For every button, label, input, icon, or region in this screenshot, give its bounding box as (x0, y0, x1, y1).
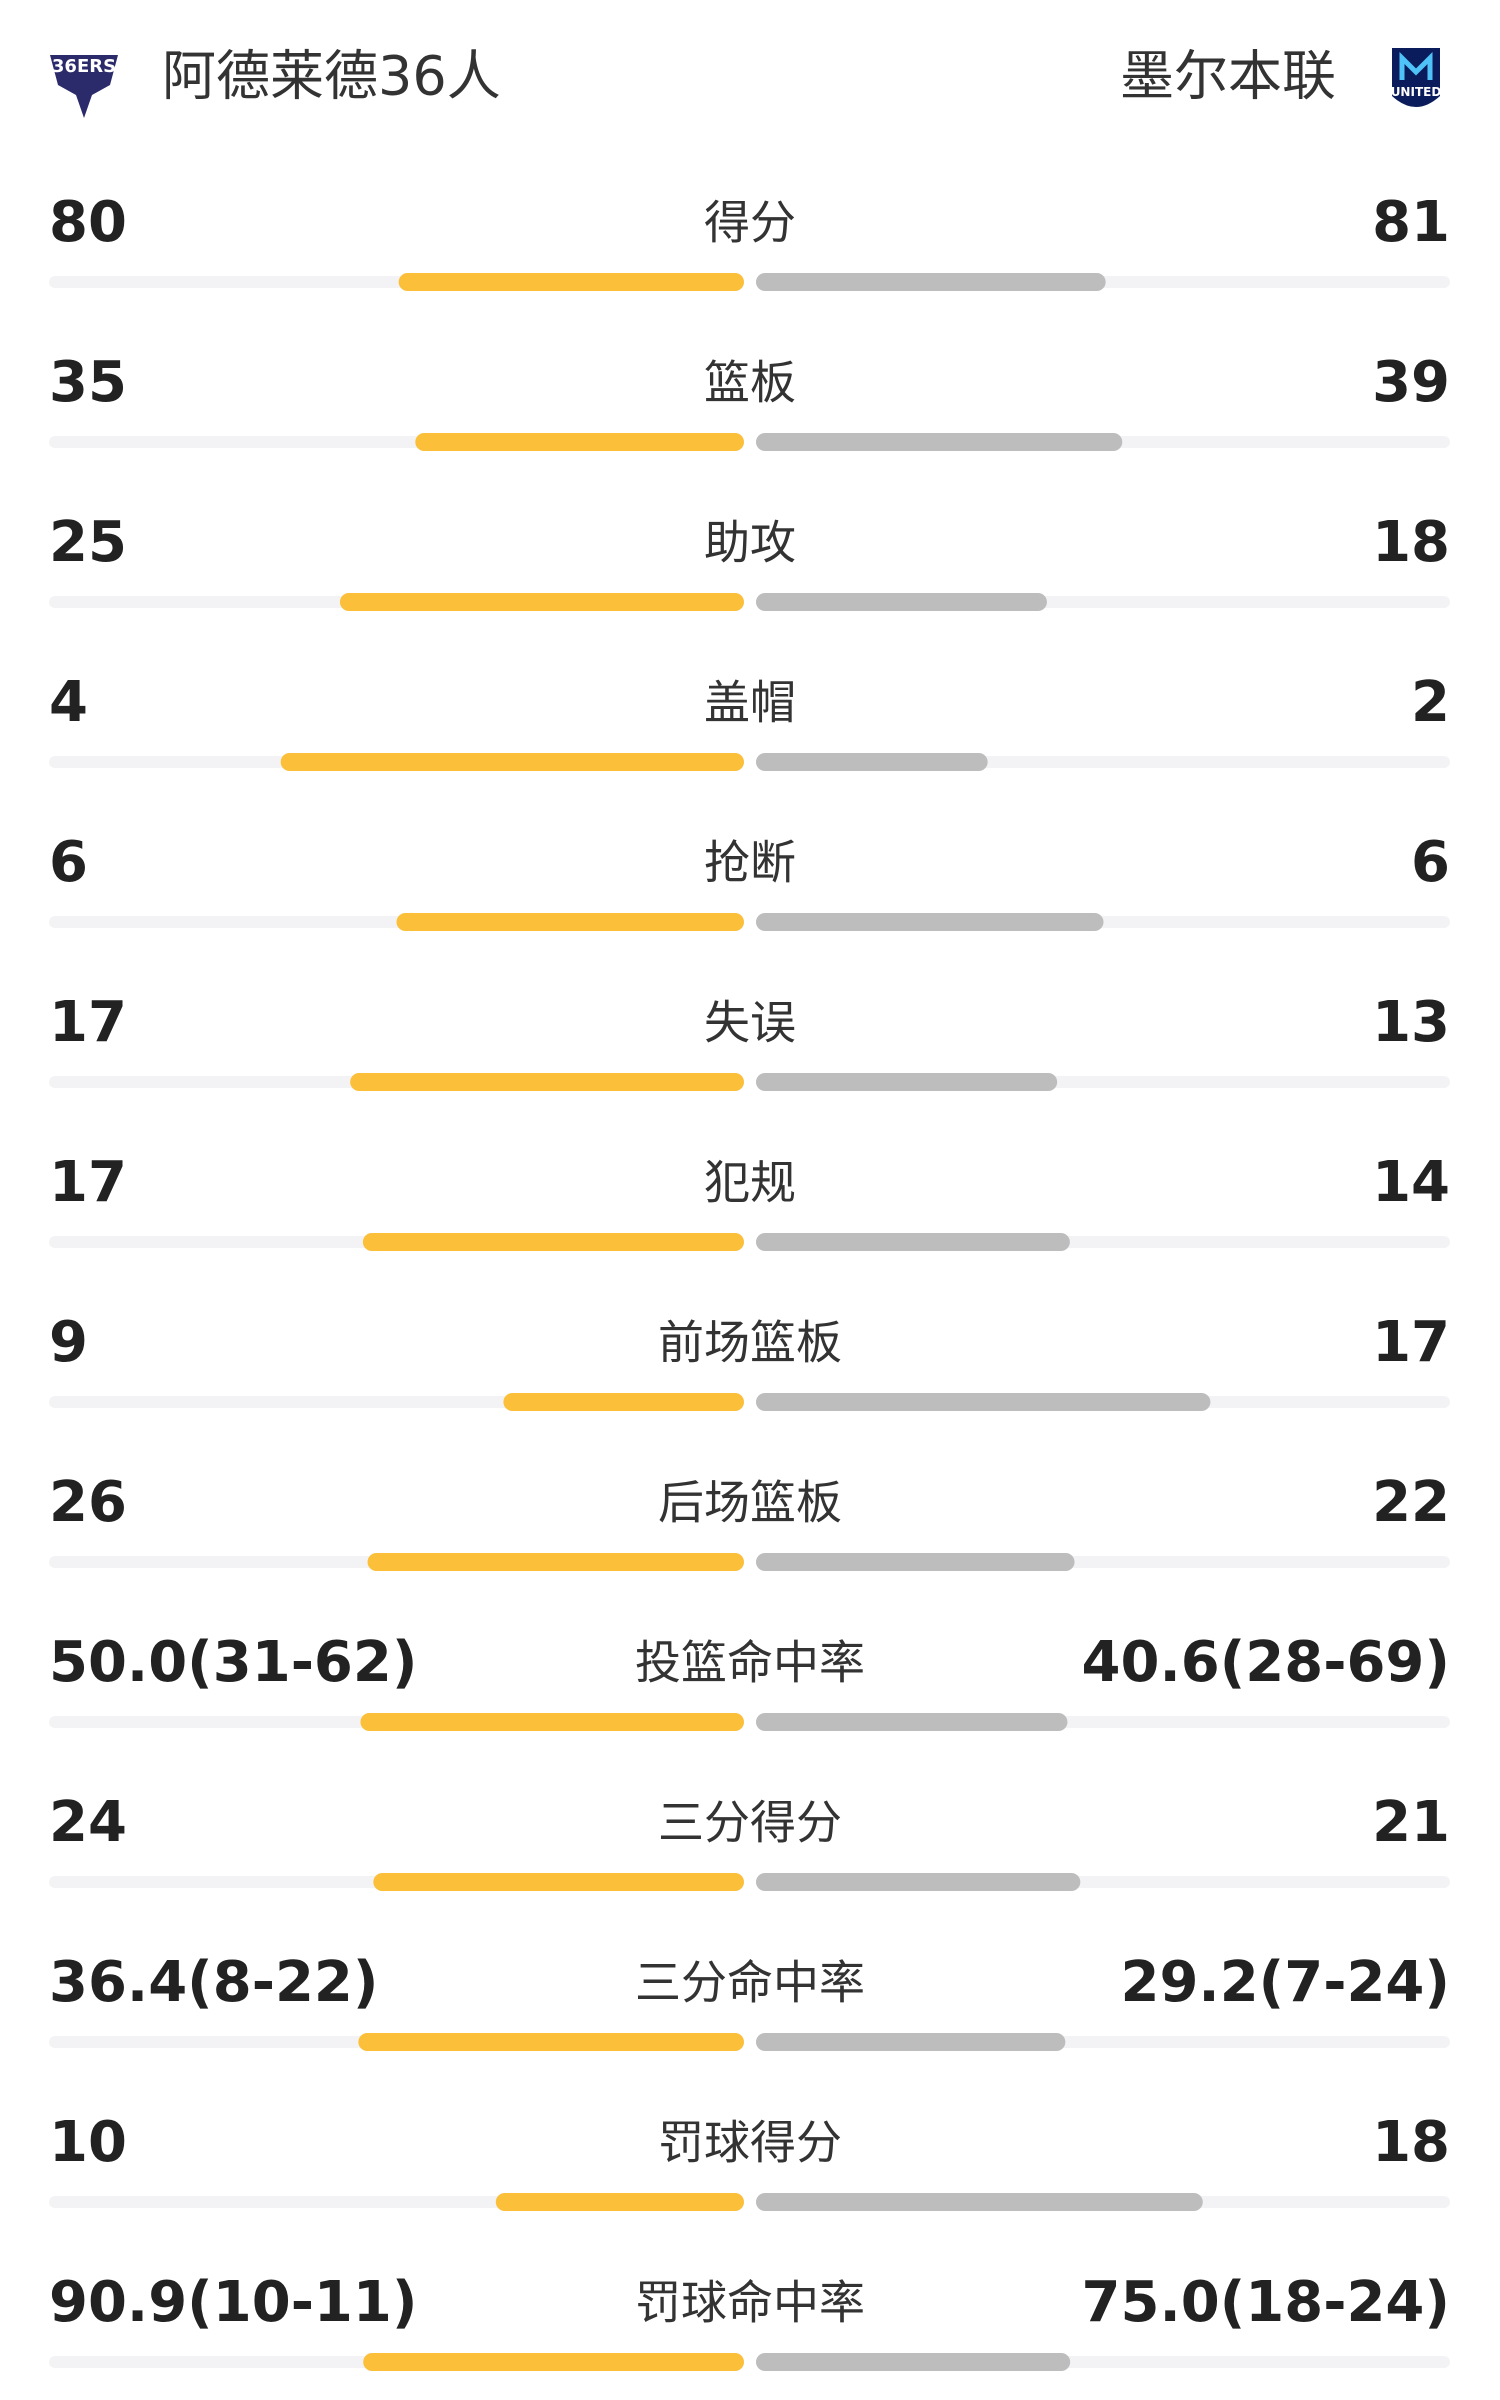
stat-label: 抢断 (704, 836, 796, 890)
away-bar (756, 433, 1123, 451)
away-bar (756, 1873, 1081, 1891)
home-bar (396, 913, 744, 931)
away-value: 18 (1372, 510, 1450, 575)
home-value: 35 (49, 350, 127, 415)
away-value: 2 (1411, 670, 1450, 735)
away-bar (756, 2353, 1071, 2371)
home-bar (350, 1073, 744, 1091)
home-bar (360, 1713, 744, 1731)
stat-label: 罚球命中率 (635, 2276, 865, 2330)
away-value: 40.6(28-69) (1082, 1630, 1450, 1695)
home-bar (280, 753, 744, 771)
home-bar (367, 1553, 744, 1571)
home-bar (358, 2033, 744, 2051)
away-value: 14 (1372, 1150, 1450, 1215)
away-bar (756, 753, 988, 771)
home-value: 6 (49, 830, 88, 895)
away-value: 18 (1372, 2110, 1450, 2175)
home-bar (398, 273, 744, 291)
svg-text:36ERS: 36ERS (52, 56, 116, 77)
home-value: 80 (49, 190, 127, 255)
home-bar (503, 1393, 744, 1411)
stat-label: 前场篮板 (658, 1316, 842, 1370)
home-value: 90.9(10-11) (49, 2270, 417, 2335)
away-bar (756, 1713, 1068, 1731)
away-team: 墨尔本联 (1120, 45, 1336, 108)
stat-label: 得分 (704, 196, 796, 250)
away-logo: UNITED (1391, 48, 1442, 107)
away-value: 81 (1372, 190, 1450, 255)
home-value: 10 (49, 2110, 127, 2175)
away-value: 22 (1372, 1470, 1450, 1535)
home-value: 50.0(31-62) (49, 1630, 417, 1695)
stat-label: 投篮命中率 (635, 1636, 865, 1690)
stat-label: 三分得分 (658, 1796, 842, 1850)
home-value: 25 (49, 510, 127, 575)
home-value: 17 (49, 1150, 127, 1215)
home-value: 17 (49, 990, 127, 1055)
away-bar (756, 273, 1106, 291)
home-team: 阿德莱德36人 (162, 45, 501, 108)
away-value: 29.2(7-24) (1121, 1950, 1451, 2015)
away-bar (756, 2193, 1203, 2211)
stat-label: 罚球得分 (658, 2116, 842, 2170)
away-bar (756, 913, 1104, 931)
away-value: 6 (1411, 830, 1450, 895)
stat-label: 后场篮板 (658, 1476, 842, 1530)
away-bar (756, 593, 1047, 611)
home-bar (495, 2193, 744, 2211)
away-bar (756, 1073, 1058, 1091)
home-value: 9 (49, 1310, 88, 1375)
away-value: 21 (1372, 1790, 1450, 1855)
away-value: 17 (1372, 1310, 1450, 1375)
stat-label: 助攻 (704, 516, 796, 570)
away-bar (756, 1233, 1070, 1251)
away-bar (756, 2033, 1066, 2051)
away-value: 13 (1372, 990, 1450, 1055)
home-value: 36.4(8-22) (49, 1950, 379, 2015)
home-value: 4 (49, 670, 88, 735)
away-bar (756, 1393, 1211, 1411)
stat-label: 盖帽 (704, 676, 796, 730)
home-bar (362, 1233, 744, 1251)
home-value: 24 (49, 1790, 127, 1855)
stat-label: 篮板 (704, 356, 796, 410)
stat-label: 犯规 (704, 1156, 796, 1210)
home-value: 26 (49, 1470, 127, 1535)
home-bar (415, 433, 744, 451)
home-logo: 36ERS (50, 55, 118, 118)
stat-label: 三分命中率 (635, 1956, 865, 2010)
stat-label: 失误 (704, 996, 796, 1050)
home-bar (363, 2353, 744, 2371)
away-bar (756, 1553, 1075, 1571)
home-bar (339, 593, 744, 611)
away-value: 39 (1372, 350, 1450, 415)
away-value: 75.0(18-24) (1082, 2270, 1450, 2335)
home-bar (373, 1873, 744, 1891)
svg-text:UNITED: UNITED (1391, 85, 1442, 99)
